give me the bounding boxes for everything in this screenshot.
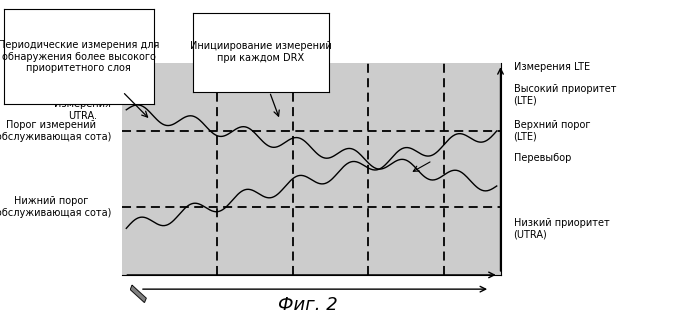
Text: Низкий приоритет
(UTRA): Низкий приоритет (UTRA): [514, 217, 610, 239]
Text: Периодические измерения для
обнаружения более высокого
приоритетного слоя: Периодические измерения для обнаружения …: [0, 40, 160, 74]
Text: Верхний порог
(LTE): Верхний порог (LTE): [514, 120, 590, 142]
Text: Фиг. 2: Фиг. 2: [278, 296, 338, 314]
Text: Перевыбор: Перевыбор: [514, 154, 571, 163]
Polygon shape: [130, 285, 146, 302]
Text: Инициирование измерений
при каждом DRX: Инициирование измерений при каждом DRX: [190, 41, 332, 63]
Text: Измерения
UTRA.: Измерения UTRA.: [55, 99, 111, 121]
Text: Измерения LTE: Измерения LTE: [514, 63, 589, 72]
Text: Нижний порог
(обслуживающая сота): Нижний порог (обслуживающая сота): [0, 196, 111, 218]
Text: Высокий приоритет
(LTE): Высокий приоритет (LTE): [514, 84, 616, 106]
Text: Порог измерений
(обслуживающая сота): Порог измерений (обслуживающая сота): [0, 120, 111, 142]
